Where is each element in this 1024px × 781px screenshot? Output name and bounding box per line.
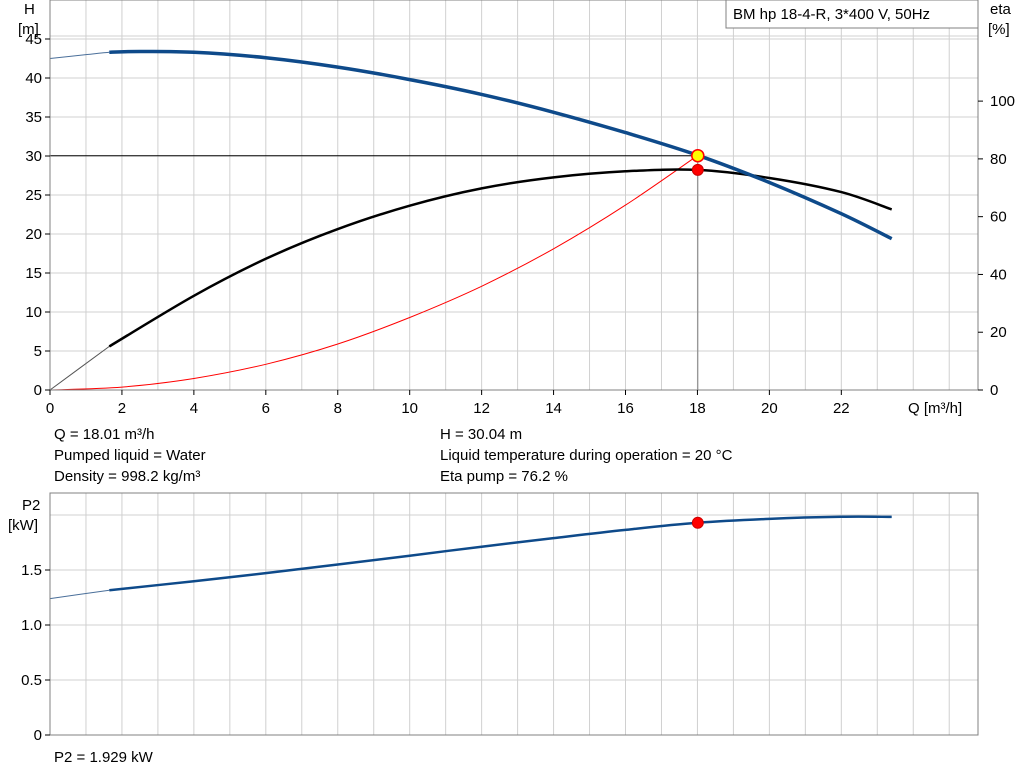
top-chart-curves — [49, 49, 893, 391]
annotation-liquid-temperature: Liquid temperature during operation = 20… — [440, 447, 733, 464]
bottom-chart-curves — [49, 515, 892, 600]
head-curve-extension — [49, 51, 110, 59]
y-tick-label: 10 — [25, 304, 42, 321]
top-y-label-line1: H — [24, 1, 35, 18]
x-tick-label: 0 — [46, 400, 54, 417]
top-y-label-line2: [m] — [18, 21, 39, 38]
eta-tick-label: 80 — [990, 151, 1007, 168]
y-tick-label: 0 — [34, 382, 42, 399]
bottom-chart-frame — [49, 492, 979, 736]
x-tick-label: 4 — [190, 400, 198, 417]
eta-tick-label: 60 — [990, 209, 1007, 226]
eta-tick-label: 100 — [990, 93, 1015, 110]
y-tick-label: 30 — [25, 148, 42, 165]
x-tick-label: 14 — [545, 400, 562, 417]
x-tick-label: 2 — [118, 400, 126, 417]
y-tick-label: 15 — [25, 265, 42, 282]
bottom-chart-ticks: 0 0.5 1.0 1.5 — [21, 562, 50, 744]
eta-curve-extension — [49, 345, 110, 391]
bottom-chart-grid — [50, 493, 978, 735]
x-tick-label: 10 — [401, 400, 418, 417]
p2-curve-line — [109, 515, 892, 592]
annotation-h: H = 30.04 m — [440, 426, 522, 443]
x-tick-label: 8 — [334, 400, 342, 417]
top-right-label-line1: eta — [990, 1, 1012, 18]
x-tick-label: 16 — [617, 400, 634, 417]
x-tick-label: 12 — [473, 400, 490, 417]
p2-curve-extension — [49, 589, 110, 600]
annotation-pumped-liquid: Pumped liquid = Water — [54, 447, 206, 464]
p2-tick-label: 0 — [34, 727, 42, 744]
eta-operating-point — [691, 163, 704, 176]
x-tick-label: 6 — [262, 400, 270, 417]
y-tick-label: 40 — [25, 70, 42, 87]
y-tick-label: 35 — [25, 109, 42, 126]
x-tick-label: 18 — [689, 400, 706, 417]
annotation-q: Q = 18.01 m³/h — [54, 426, 154, 443]
top-right-label-line2: [%] — [988, 21, 1010, 38]
title-box — [725, 0, 979, 29]
y-tick-label: 5 — [34, 343, 42, 360]
top-chart-ticks: 0 2 4 6 8 10 12 14 16 18 20 22 0 5 10 15 20 25 30 35 40 45 0 20… — [25, 31, 1015, 417]
x-tick-label: 20 — [761, 400, 778, 417]
y-tick-label: 25 — [25, 187, 42, 204]
y-tick-label: 45 — [25, 31, 42, 48]
annotation-eta-pump: Eta pump = 76.2 % — [440, 468, 568, 485]
bottom-y-label-line1: P2 — [22, 497, 40, 514]
head-operating-point — [691, 148, 705, 163]
bottom-y-label-line2: [kW] — [8, 517, 38, 534]
p2-tick-label: 1.5 — [21, 562, 42, 579]
eta-tick-label: 0 — [990, 382, 998, 399]
x-tick-label: 22 — [833, 400, 850, 417]
chart-title: BM hp 18-4-R, 3*400 V, 50Hz — [733, 6, 930, 23]
system-curve-line — [49, 155, 698, 391]
eta-curve-line — [108, 168, 893, 348]
head-curve-line — [109, 49, 893, 241]
p2-tick-label: 1.0 — [21, 617, 42, 634]
annotation-density: Density = 998.2 kg/m³ — [54, 468, 200, 485]
annotation-p2: P2 = 1.929 kW — [54, 749, 154, 766]
eta-tick-label: 20 — [990, 324, 1007, 341]
p2-operating-point — [691, 516, 704, 529]
y-tick-label: 20 — [25, 226, 42, 243]
eta-tick-label: 40 — [990, 266, 1007, 283]
p2-tick-label: 0.5 — [21, 672, 42, 689]
x-axis-label: Q [m³/h] — [908, 400, 962, 417]
top-chart-grid — [50, 0, 978, 390]
